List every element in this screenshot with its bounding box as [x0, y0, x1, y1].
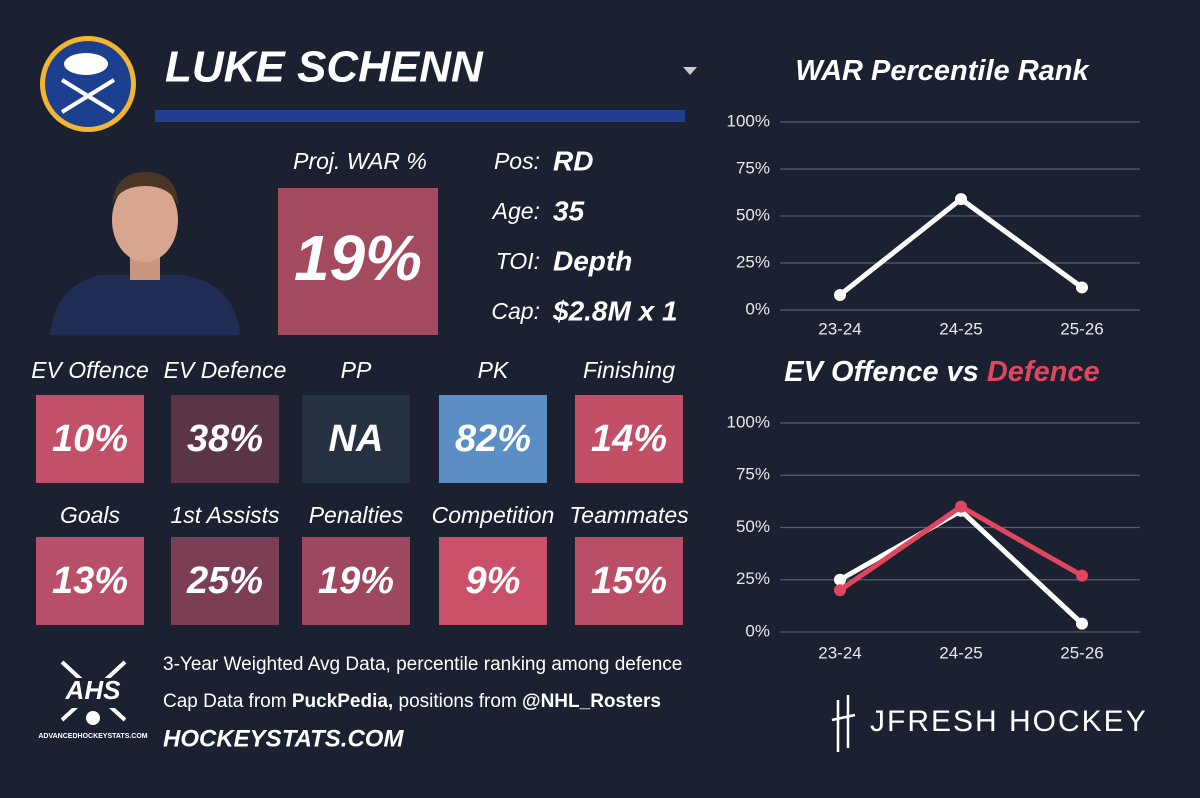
tile — [36, 395, 144, 483]
footer-line: 3-Year Weighted Avg Data, percentile ran… — [163, 654, 682, 675]
point — [1076, 281, 1088, 294]
info-value: Depth — [553, 245, 632, 276]
info-value: RD — [553, 145, 593, 176]
tile-value: 38% — [187, 418, 263, 460]
tile — [36, 537, 144, 625]
x-tick-label: 24-25 — [939, 643, 982, 662]
proj-label: Proj. WAR % — [293, 148, 427, 174]
player-name: LUKE SCHENN — [165, 43, 484, 92]
x-tick-label: 25-26 — [1060, 643, 1103, 662]
tile — [302, 537, 410, 625]
tile — [302, 395, 410, 483]
proj-box — [278, 188, 438, 335]
tile-value: NA — [329, 418, 384, 460]
tile-label: Finishing — [583, 357, 675, 383]
player-photo — [50, 172, 240, 335]
footer-link[interactable]: PuckPedia, — [292, 691, 393, 712]
y-tick-label: 75% — [736, 158, 770, 177]
chart-title-text: WAR Percentile Rank — [795, 55, 1090, 87]
point — [1076, 617, 1088, 630]
tile-value: 13% — [52, 560, 128, 602]
tile-label: EV Offence — [31, 357, 149, 383]
y-tick-label: 0% — [745, 299, 770, 318]
brand-mark — [831, 695, 856, 752]
tile-label: Teammates — [569, 502, 689, 528]
footer-link[interactable]: @NHL_Rosters — [522, 691, 661, 712]
point — [834, 573, 846, 586]
tile-value: 15% — [591, 560, 667, 602]
tile-value: 19% — [318, 560, 394, 602]
y-tick-label: 100% — [727, 412, 770, 431]
tile-value: 25% — [186, 560, 263, 602]
point — [955, 193, 967, 206]
tile — [575, 395, 683, 483]
tile-label: PP — [341, 357, 372, 383]
proj-value: 19% — [294, 222, 422, 294]
point — [834, 288, 846, 301]
y-tick-label: 100% — [727, 111, 770, 130]
ahs-logo — [60, 660, 127, 725]
y-tick-label: 0% — [745, 621, 770, 640]
tile-label: 1st Assists — [170, 502, 280, 528]
tile-label: EV Defence — [164, 357, 287, 383]
brand: JFRESH HOCKEY — [870, 705, 1148, 738]
team-logo — [40, 36, 136, 132]
info-label: Age: — [491, 198, 540, 224]
y-tick-label: 25% — [736, 569, 770, 588]
x-tick-label: 24-25 — [939, 319, 982, 338]
info-value: 35 — [553, 195, 585, 226]
info-label: Cap: — [491, 298, 540, 324]
tile-label: Penalties — [309, 502, 404, 528]
point — [955, 500, 967, 513]
info-value: $2.8M x 1 — [552, 295, 678, 326]
point — [834, 584, 846, 597]
chart-title-text: EV Offence vs — [784, 356, 987, 388]
tile — [439, 537, 547, 625]
tile-value: 9% — [466, 560, 521, 602]
y-tick-label: 25% — [736, 252, 770, 271]
dropdown-arrow[interactable] — [683, 67, 697, 75]
tile — [439, 395, 547, 483]
info-label: TOI: — [496, 248, 540, 274]
tile-value: 10% — [52, 418, 128, 460]
point — [1076, 569, 1088, 582]
ahs-logo-text: AHS — [65, 675, 122, 705]
name-underline — [155, 110, 685, 122]
info-label: Pos: — [494, 148, 540, 174]
chart-title: EV Offence vs Defence — [784, 356, 1099, 388]
tile — [171, 395, 279, 483]
tile — [575, 537, 683, 625]
x-tick-label: 23-24 — [818, 643, 861, 662]
x-tick-label: 25-26 — [1060, 319, 1103, 338]
tile-label: Goals — [60, 502, 121, 528]
y-tick-label: 50% — [736, 517, 770, 536]
chart-title: WAR Percentile Rank — [795, 55, 1090, 87]
y-tick-label: 75% — [736, 465, 770, 484]
tile-label: Competition — [432, 502, 555, 528]
footer-line: Cap Data from PuckPedia, positions from … — [163, 691, 661, 712]
chart-title-accent: Defence — [987, 356, 1100, 388]
y-tick-label: 50% — [736, 205, 770, 224]
x-tick-label: 23-24 — [818, 319, 861, 338]
ahs-url: ADVANCEDHOCKEYSTATS.COM — [38, 733, 147, 740]
tile-value: 82% — [455, 418, 531, 460]
tile-label: PK — [478, 357, 510, 383]
tile-value: 14% — [591, 418, 667, 460]
tile — [171, 537, 279, 625]
footer-text: positions from — [393, 691, 522, 712]
site-link[interactable]: HOCKEYSTATS.COM — [163, 725, 404, 752]
footer-text: Cap Data from — [163, 691, 292, 712]
